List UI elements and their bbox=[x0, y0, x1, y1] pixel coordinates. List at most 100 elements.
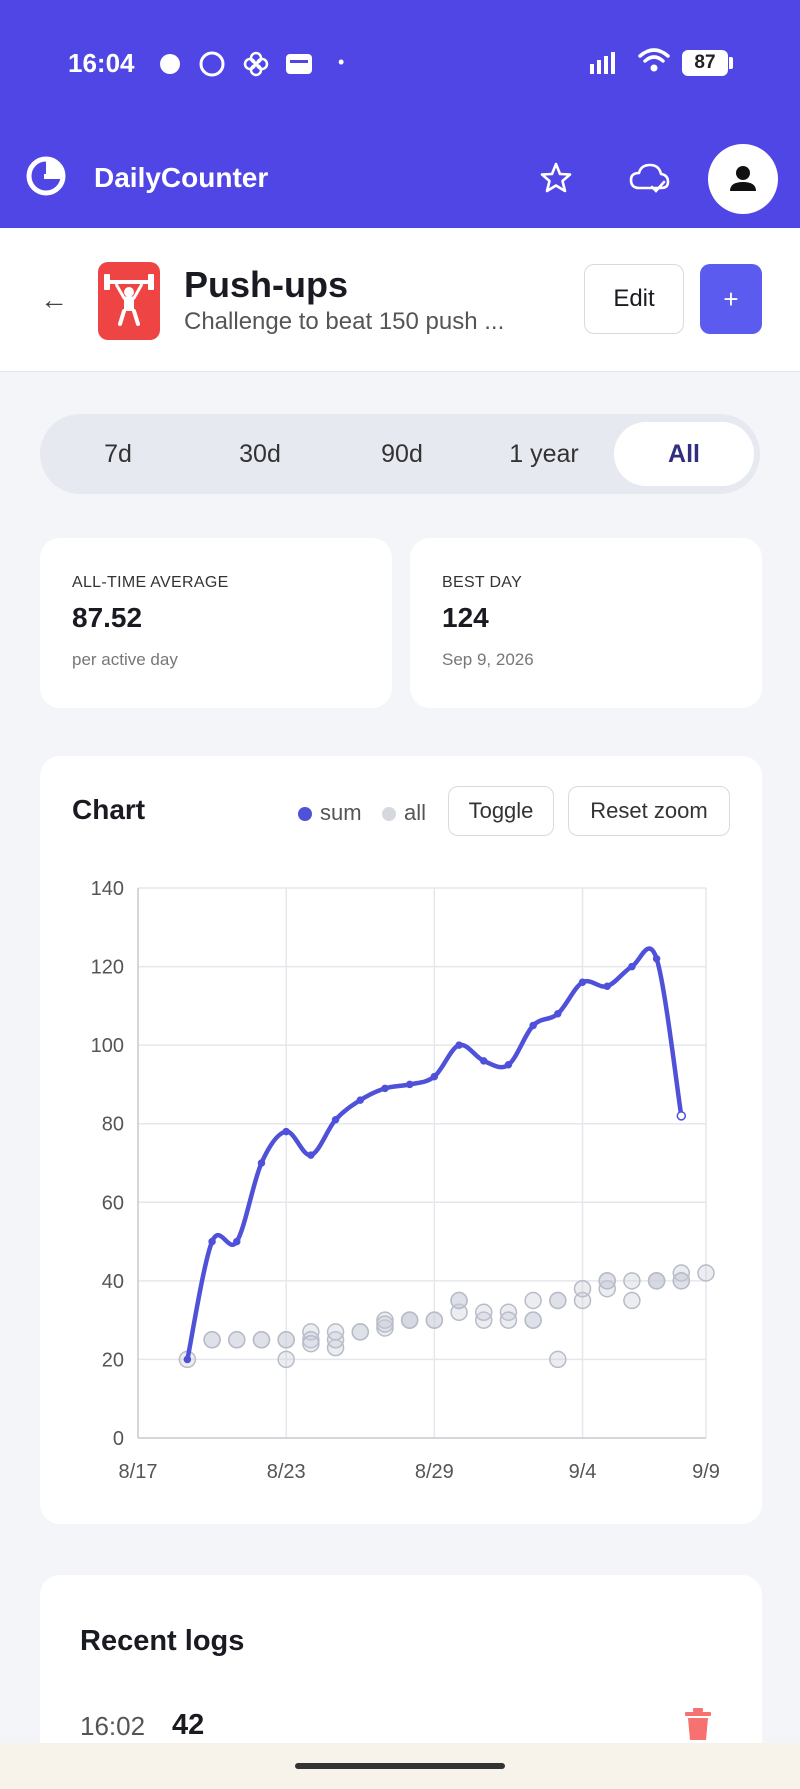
app-bar: DailyCounter bbox=[0, 130, 800, 228]
all-point bbox=[549, 1291, 567, 1310]
y-tick-label: 140 bbox=[91, 878, 124, 900]
battery-icon: 87 bbox=[682, 50, 728, 76]
toggle-button[interactable]: Toggle bbox=[448, 786, 554, 836]
all-point bbox=[623, 1291, 641, 1310]
all-point bbox=[450, 1291, 468, 1310]
app-title: DailyCounter bbox=[94, 162, 269, 193]
sum-point bbox=[455, 1041, 463, 1049]
legend-sum-label: sum bbox=[320, 800, 362, 825]
all-point bbox=[400, 1311, 419, 1329]
sum-point bbox=[479, 1057, 488, 1065]
sum-point bbox=[554, 1009, 562, 1018]
sum-point bbox=[257, 1159, 266, 1167]
chart-title: Chart bbox=[72, 794, 146, 825]
habit-title: Push-ups bbox=[184, 264, 349, 305]
recent-logs-card: Recent logs 16:02 42 bbox=[40, 1575, 762, 1775]
range-selector: 7d 30d 90d 1 year All bbox=[40, 414, 760, 494]
sum-point bbox=[676, 1111, 687, 1121]
status-dot: • bbox=[338, 52, 345, 72]
all-point bbox=[277, 1331, 295, 1349]
notification-icons bbox=[158, 50, 318, 84]
x-tick-label: 8/29 bbox=[415, 1461, 454, 1483]
user-icon bbox=[730, 166, 756, 191]
chart-plot[interactable]: 0 20 40 60 80 100 120 140 8/17 8/23 8/29 9/4 9/9 bbox=[40, 756, 762, 1524]
cloud-check-icon[interactable] bbox=[628, 160, 670, 196]
sum-point bbox=[356, 1096, 365, 1104]
system-nav-bar bbox=[0, 1743, 800, 1789]
y-tick-label: 100 bbox=[91, 1035, 124, 1057]
add-log-button[interactable]: + bbox=[700, 264, 762, 334]
sum-point bbox=[282, 1127, 290, 1136]
all-point bbox=[549, 1350, 567, 1369]
legend-all-swatch bbox=[382, 807, 396, 822]
status-time: 16:04 bbox=[68, 48, 135, 78]
back-button[interactable]: ← bbox=[40, 284, 68, 315]
average-note: per active day bbox=[72, 650, 178, 669]
sum-point bbox=[405, 1080, 414, 1089]
best-day-label: BEST DAY bbox=[442, 574, 523, 591]
sum-point bbox=[208, 1237, 216, 1246]
sum-point bbox=[529, 1021, 537, 1030]
edit-button[interactable]: Edit bbox=[584, 264, 684, 334]
legend-all[interactable]: all bbox=[382, 800, 426, 826]
all-point bbox=[524, 1311, 542, 1329]
range-7d[interactable]: 7d bbox=[104, 440, 132, 468]
sum-point bbox=[603, 982, 611, 990]
all-point bbox=[450, 1303, 468, 1322]
all-point bbox=[647, 1272, 666, 1290]
habit-icon-tile bbox=[98, 262, 160, 340]
profile-button[interactable] bbox=[708, 144, 778, 214]
all-point bbox=[351, 1323, 370, 1341]
sum-point bbox=[628, 962, 636, 971]
all-point bbox=[499, 1311, 518, 1329]
star-icon[interactable] bbox=[538, 160, 574, 196]
y-tick-label: 0 bbox=[113, 1428, 124, 1450]
home-gesture-bar[interactable] bbox=[295, 1763, 505, 1769]
all-point bbox=[376, 1311, 394, 1329]
pie-chart-icon[interactable] bbox=[24, 154, 68, 198]
sum-point bbox=[578, 978, 587, 987]
x-tick-label: 9/9 bbox=[692, 1461, 720, 1483]
best-day-card: BEST DAY 124 Sep 9, 2026 bbox=[410, 538, 762, 708]
y-tick-label: 120 bbox=[91, 957, 124, 979]
all-point bbox=[326, 1323, 345, 1341]
all-point bbox=[277, 1350, 295, 1369]
legend-sum-swatch bbox=[298, 807, 312, 822]
range-90d[interactable]: 90d bbox=[381, 440, 423, 468]
all-point bbox=[598, 1272, 616, 1290]
legend-all-label: all bbox=[404, 800, 427, 825]
all-point bbox=[203, 1331, 221, 1349]
best-day-value: 124 bbox=[442, 602, 489, 633]
average-value: 87.52 bbox=[72, 602, 143, 633]
sum-point bbox=[307, 1151, 315, 1159]
sum-point bbox=[183, 1355, 192, 1364]
status-bar: 16:04 • 87 bbox=[0, 0, 800, 130]
sum-point bbox=[233, 1237, 241, 1246]
sum-point bbox=[381, 1084, 389, 1093]
sum-point bbox=[331, 1116, 340, 1124]
legend-sum[interactable]: sum bbox=[298, 800, 362, 826]
range-30d[interactable]: 30d bbox=[239, 440, 281, 468]
habit-header: ← Push-ups Challenge to beat 150 push ..… bbox=[0, 228, 800, 372]
y-tick-label: 80 bbox=[102, 1114, 124, 1136]
all-point bbox=[573, 1291, 592, 1310]
battery-tip bbox=[729, 57, 733, 69]
sum-point bbox=[504, 1061, 513, 1069]
all-point bbox=[524, 1291, 542, 1310]
signal-icon bbox=[590, 52, 618, 74]
all-point bbox=[697, 1264, 715, 1282]
wifi-icon bbox=[638, 48, 670, 72]
all-point bbox=[623, 1272, 641, 1290]
trash-icon[interactable] bbox=[684, 1707, 712, 1741]
log-time: 16:02 bbox=[80, 1711, 146, 1741]
reset-zoom-button[interactable]: Reset zoom bbox=[568, 786, 730, 836]
sum-point bbox=[652, 954, 661, 963]
average-card: ALL-TIME AVERAGE 87.52 per active day bbox=[40, 538, 392, 708]
all-point bbox=[573, 1279, 592, 1298]
all-point bbox=[228, 1331, 246, 1349]
all-point bbox=[376, 1315, 394, 1333]
average-label: ALL-TIME AVERAGE bbox=[72, 574, 229, 591]
all-point bbox=[252, 1331, 271, 1349]
range-1-year[interactable]: 1 year bbox=[509, 440, 579, 468]
range-all[interactable]: All bbox=[614, 422, 754, 486]
